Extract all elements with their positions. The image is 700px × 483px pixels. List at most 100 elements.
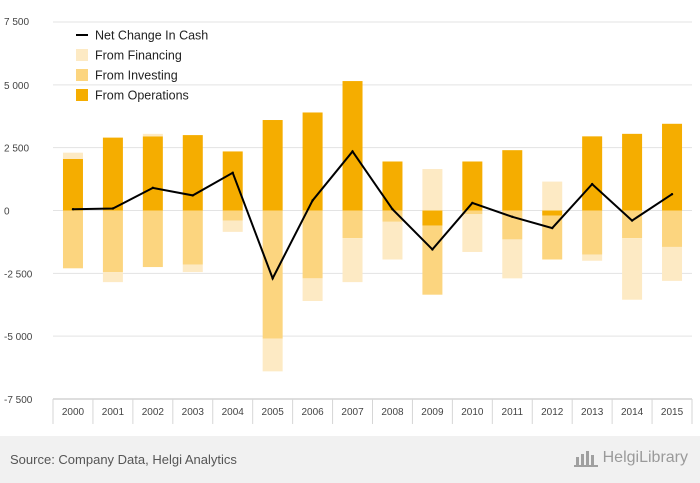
bar-financing bbox=[542, 181, 563, 211]
bar-operations bbox=[222, 151, 243, 211]
legend-box-swatch bbox=[76, 49, 88, 61]
library-icon bbox=[573, 451, 598, 467]
net-change-point bbox=[351, 150, 354, 153]
bar-financing bbox=[342, 238, 363, 283]
bar-operations bbox=[502, 150, 523, 211]
bar-operations bbox=[542, 210, 563, 216]
x-tick-label: 2009 bbox=[421, 407, 444, 418]
x-tick-label: 2005 bbox=[262, 407, 285, 418]
bar-operations bbox=[462, 161, 483, 211]
net-change-line-group bbox=[71, 149, 674, 281]
net-change-point bbox=[551, 226, 554, 230]
x-tick-label: 2011 bbox=[502, 407, 524, 418]
bar-investing bbox=[62, 210, 83, 269]
bar-financing bbox=[662, 246, 683, 281]
x-tick-label: 2014 bbox=[621, 407, 644, 418]
bar-financing bbox=[502, 239, 523, 279]
bar-financing bbox=[62, 152, 83, 159]
legend-label: Net Change In Cash bbox=[95, 29, 208, 43]
bar-operations bbox=[62, 158, 83, 211]
net-change-point bbox=[191, 194, 194, 197]
legend-label: From Operations bbox=[95, 89, 189, 103]
bar-operations bbox=[102, 137, 123, 211]
legend-label: From Financing bbox=[95, 49, 182, 63]
x-tick-label: 2013 bbox=[581, 407, 604, 418]
bar-operations bbox=[382, 161, 403, 211]
net-change-point bbox=[271, 277, 274, 280]
footer: Source: Company Data, Helgi Analytics He… bbox=[0, 436, 700, 483]
chart: -7 500 -5 000 -2 500 0 2 500 5 000 7 500 2000 20… bbox=[4, 17, 693, 424]
bar-investing bbox=[422, 225, 443, 295]
bar-financing bbox=[582, 254, 603, 261]
bar-investing bbox=[382, 210, 403, 222]
bar-financing bbox=[222, 220, 243, 232]
x-tick-label: 2002 bbox=[142, 407, 165, 418]
bar-investing bbox=[662, 210, 683, 247]
net-change-point bbox=[231, 171, 234, 174]
source-note: Source: Company Data, Helgi Analytics bbox=[10, 452, 237, 467]
bar-operations bbox=[182, 135, 203, 211]
net-change-point bbox=[511, 215, 514, 218]
y-tick-label: 5 000 bbox=[4, 81, 29, 92]
bar-investing bbox=[222, 210, 243, 221]
legend-item: From Operations bbox=[76, 89, 189, 103]
bar-investing bbox=[302, 210, 323, 279]
bar-operations bbox=[302, 112, 323, 211]
bar-financing bbox=[262, 338, 283, 372]
brand-logo[interactable]: HelgiLibrary bbox=[573, 448, 688, 468]
bar-operations bbox=[342, 81, 363, 211]
bar-operations bbox=[142, 136, 163, 211]
x-tick-label: 2015 bbox=[661, 407, 684, 418]
x-tick-label: 2000 bbox=[62, 407, 85, 418]
bar-investing bbox=[582, 210, 603, 255]
net-change-point bbox=[151, 186, 155, 190]
bar-investing bbox=[182, 210, 203, 265]
bar-financing bbox=[302, 278, 323, 301]
x-tick-label: 2001 bbox=[102, 407, 125, 418]
bar-operations bbox=[582, 136, 603, 211]
x-tick-label: 2012 bbox=[541, 407, 564, 418]
bar-operations bbox=[662, 123, 683, 211]
net-change-point bbox=[471, 201, 474, 205]
legend-item: From Financing bbox=[76, 49, 182, 63]
y-tick-label: -2 500 bbox=[4, 269, 33, 280]
net-change-point bbox=[590, 182, 594, 186]
net-change-point bbox=[111, 207, 115, 210]
bar-investing bbox=[462, 210, 483, 215]
bar-operations bbox=[262, 120, 283, 211]
net-change-point bbox=[311, 199, 314, 202]
x-tick-label: 2010 bbox=[461, 407, 484, 418]
x-tick-label: 2004 bbox=[222, 407, 245, 418]
bar-financing bbox=[462, 214, 483, 252]
bar-financing bbox=[142, 133, 163, 137]
net-change-point bbox=[630, 219, 634, 222]
legend-box-swatch bbox=[76, 89, 88, 101]
brand-name: HelgiLibrary bbox=[602, 449, 688, 466]
x-tick-label: 2006 bbox=[301, 407, 324, 418]
bar-investing bbox=[342, 210, 363, 239]
net-change-point bbox=[71, 208, 75, 211]
bar-financing bbox=[382, 221, 403, 260]
bar-financing bbox=[422, 169, 443, 211]
legend-item: From Investing bbox=[76, 69, 178, 83]
y-tick-label: 7 500 bbox=[4, 17, 29, 28]
y-tick-label: 2 500 bbox=[4, 144, 29, 155]
bar-financing bbox=[182, 264, 203, 273]
bar-operations bbox=[622, 133, 643, 211]
axes: -7 500 -5 000 -2 500 0 2 500 5 000 7 500 2000 20… bbox=[4, 17, 693, 424]
bar-investing bbox=[542, 215, 563, 260]
bar-investing bbox=[142, 210, 163, 268]
bar-investing bbox=[262, 210, 283, 339]
bars bbox=[62, 81, 683, 372]
x-tick-label: 2007 bbox=[341, 407, 364, 418]
bar-financing bbox=[102, 272, 123, 283]
legend-item: Net Change In Cash bbox=[76, 29, 208, 43]
net-change-point bbox=[431, 248, 434, 251]
y-tick-label: 0 bbox=[4, 207, 10, 218]
legend-box-swatch bbox=[76, 69, 88, 81]
bar-operations bbox=[422, 210, 443, 226]
legend-label: From Investing bbox=[95, 69, 178, 83]
y-tick-label: -5 000 bbox=[4, 332, 33, 343]
x-tick-label: 2003 bbox=[182, 407, 205, 418]
legend: Net Change In Cash From Financing From Inv… bbox=[76, 29, 208, 103]
